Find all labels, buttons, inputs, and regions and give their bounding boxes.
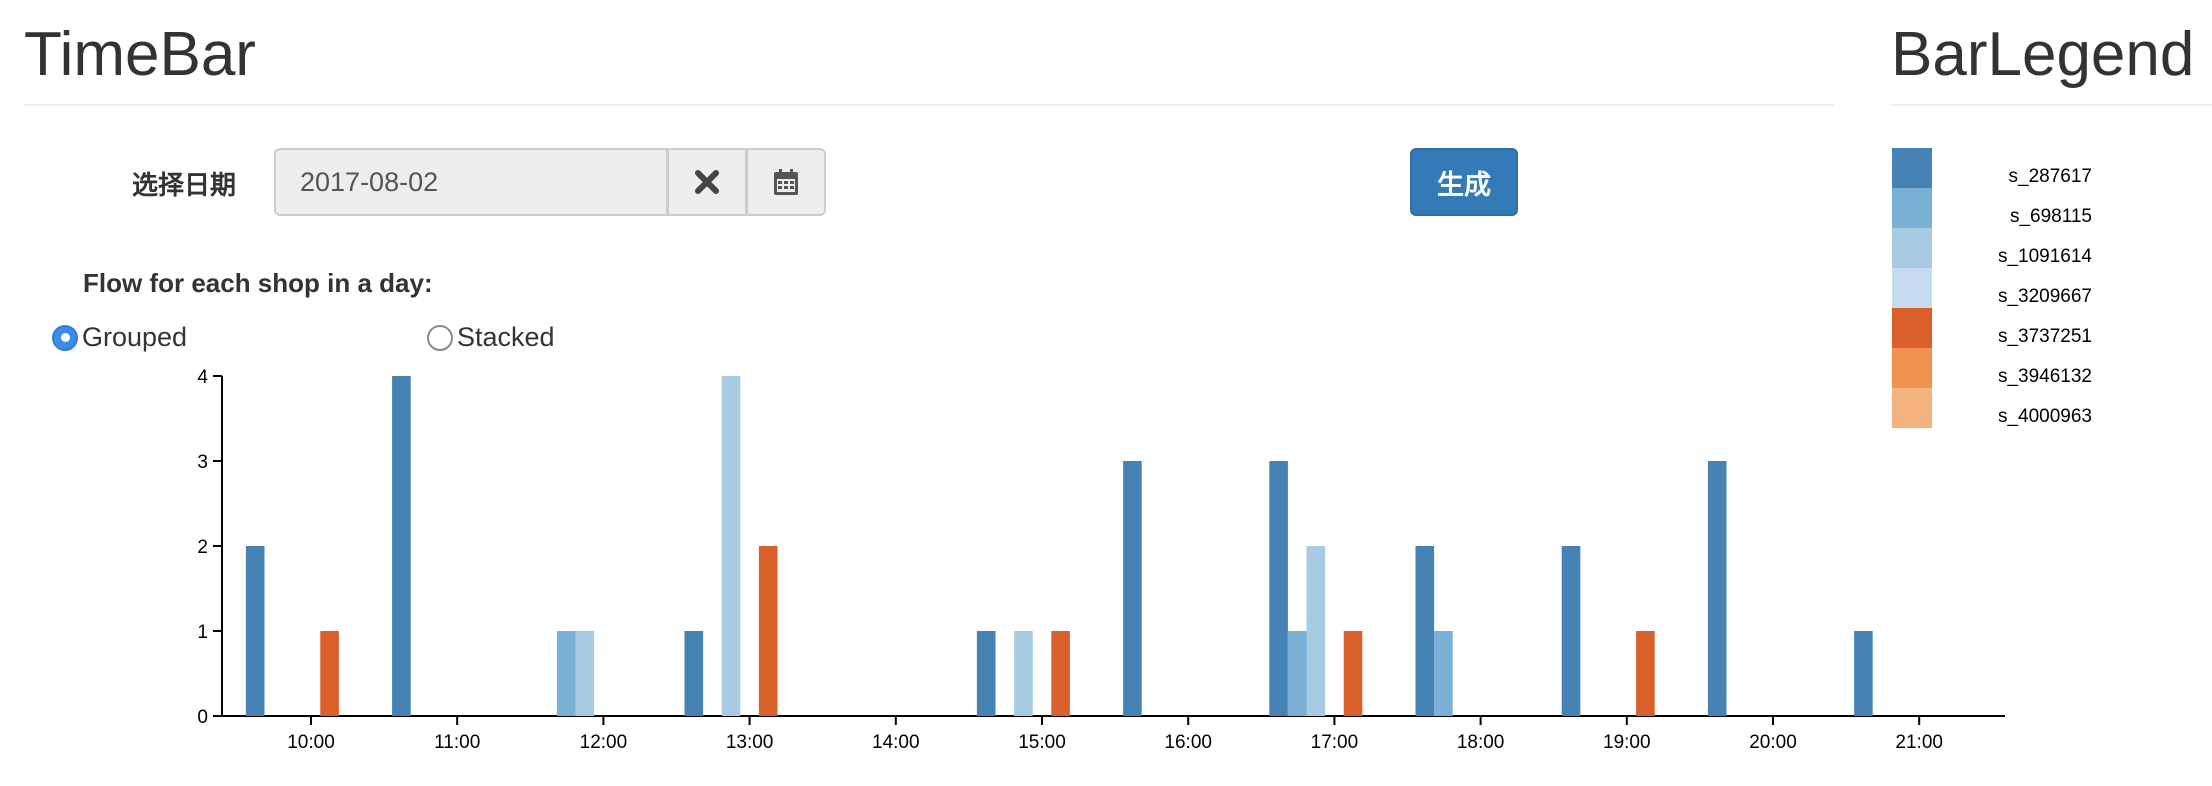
legend-swatch-s_3209667 [1892,268,1932,308]
clear-date-button[interactable] [667,148,747,216]
y-tick-label: 4 [197,367,208,388]
bar-s_287617-21:00 [1854,631,1873,716]
x-tick-label: 12:00 [580,732,628,753]
bar-s_3737251-15:00 [1051,631,1070,716]
legend-label-s_3209667: s_3209667 [1998,286,2092,307]
legend-label-s_3946132: s_3946132 [1998,366,2092,387]
x-tick-label: 17:00 [1311,732,1359,753]
calendar-icon [774,169,798,195]
bar-s_287617-17:00 [1269,461,1288,716]
bar-s_287617-10:00 [245,546,265,716]
bar-s_1091614-12:00 [575,631,595,716]
grouped-radio-dot[interactable] [52,324,78,351]
generate-button[interactable]: 生成 [1410,148,1518,216]
grouped-radio[interactable]: Grouped [52,322,187,353]
x-tick-label: 11:00 [434,732,480,753]
stacked-radio-dot[interactable] [427,324,453,351]
legend-label-s_3737251: s_3737251 [1998,326,2092,347]
bar-s_287617-11:00 [392,376,411,716]
x-tick-label: 21:00 [1895,732,1943,753]
calendar-button[interactable] [746,148,826,216]
timebar-divider [24,104,1834,106]
bar-s_3737251-10:00 [320,631,339,716]
grouped-radio-label: Grouped [82,322,188,352]
date-input[interactable]: 2017-08-02 [274,148,668,216]
timebar-heading: TimeBar [24,20,256,89]
bar-s_1091614-17:00 [1306,546,1326,716]
legend-swatch-s_3946132 [1892,348,1932,388]
legend-label-s_1091614: s_1091614 [1998,246,2092,267]
bar-s_3737251-17:00 [1343,631,1363,716]
bar-s_3737251-13:00 [758,546,778,716]
x-tick-label: 19:00 [1603,732,1651,753]
legend-divider [1891,104,2212,106]
stacked-radio[interactable]: Stacked [427,322,555,353]
bar-s_698115-17:00 [1287,631,1307,716]
bar-s_287617-13:00 [684,631,704,716]
y-tick-label: 1 [197,622,208,643]
bar-s_698115-12:00 [556,631,576,716]
y-tick-label: 0 [197,707,208,728]
bar-s_698115-18:00 [1434,631,1453,716]
x-tick-label: 15:00 [1018,732,1066,753]
x-tick-label: 16:00 [1164,732,1212,753]
legend-swatch-s_287617 [1892,148,1932,188]
x-tick-label: 10:00 [287,732,335,753]
date-label: 选择日期 [132,170,237,200]
legend-swatch-s_3737251 [1892,308,1932,348]
bar-s_287617-18:00 [1415,546,1435,716]
legend-swatch-s_698115 [1892,188,1932,228]
x-tick-label: 14:00 [872,732,920,753]
legend-label-s_287617: s_287617 [2009,166,2092,187]
bar-s_287617-15:00 [976,631,996,716]
legend-swatch-s_4000963 [1892,388,1932,428]
bar-s_3737251-19:00 [1636,631,1655,716]
bar-s_1091614-13:00 [721,376,741,716]
legend-swatch-s_1091614 [1892,228,1932,268]
x-tick-label: 13:00 [726,732,774,753]
bar-s_287617-16:00 [1123,461,1142,716]
bar-s_1091614-15:00 [1014,631,1033,716]
bar-s_287617-19:00 [1561,546,1581,716]
flow-title: Flow for each shop in a day: [83,268,433,298]
y-tick-label: 3 [197,452,208,473]
stacked-radio-label: Stacked [457,322,555,352]
legend-heading: BarLegend [1891,20,2195,89]
x-tick-label: 18:00 [1457,732,1505,753]
times-icon [695,170,719,194]
legend-label-s_4000963: s_4000963 [1998,406,2092,427]
y-tick-label: 2 [197,537,208,558]
x-tick-label: 20:00 [1749,732,1797,753]
legend-label-s_698115: s_698115 [2010,206,2092,227]
bar-s_287617-20:00 [1707,461,1727,716]
